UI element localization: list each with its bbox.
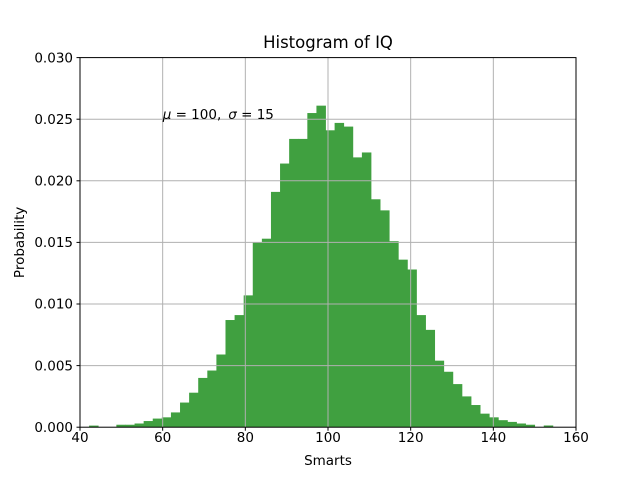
histogram-bar — [361, 152, 372, 428]
histogram-bar — [416, 315, 426, 428]
histogram-bar — [461, 396, 472, 428]
y-tick-label: 0.000 — [34, 420, 73, 436]
histogram-bar — [498, 420, 508, 428]
histogram-bar — [443, 371, 454, 428]
x-tick-label: 140 — [480, 430, 506, 446]
histogram-bar — [180, 402, 190, 428]
x-tick-label: 60 — [154, 430, 171, 446]
y-tick-label: 0.015 — [34, 235, 73, 251]
histogram-bar — [89, 425, 99, 428]
histogram-bar — [134, 423, 145, 428]
histogram-bar — [543, 425, 554, 428]
sigma-value: = 15 — [237, 107, 274, 123]
histogram-bar — [270, 191, 281, 428]
histogram-bar — [525, 424, 536, 428]
histogram-bar — [152, 418, 163, 428]
histogram-bar — [316, 105, 326, 428]
histogram-bar — [198, 377, 208, 428]
histogram-bar — [489, 417, 499, 428]
histogram-bar — [480, 413, 490, 428]
histogram-bar — [216, 354, 226, 428]
histogram-bar — [261, 238, 272, 428]
sigma-symbol: σ — [228, 107, 237, 123]
histogram-bar — [325, 130, 336, 428]
x-tick-label: 40 — [71, 430, 88, 446]
grid-lines — [80, 57, 576, 428]
histogram-bar — [471, 405, 481, 428]
histogram-bar — [352, 157, 363, 428]
x-tick-label: 120 — [398, 430, 424, 446]
histogram-bar — [407, 269, 417, 428]
histogram-bar — [243, 295, 254, 428]
y-tick-labels: 0.000 0.005 0.010 0.015 0.020 0.025 0.030 — [34, 50, 73, 436]
x-tick-label: 80 — [237, 430, 254, 446]
histogram-bar — [289, 138, 299, 428]
histogram-bars — [89, 105, 554, 428]
histogram-bar — [334, 122, 345, 428]
y-tick-label: 0.010 — [34, 297, 73, 313]
x-tick-labels: 40 60 80 100 120 140 160 — [71, 430, 588, 446]
y-axis-label: Probability — [12, 207, 28, 278]
histogram-bar — [380, 210, 390, 428]
y-tick-label: 0.020 — [34, 174, 73, 190]
histogram-bar — [370, 199, 381, 428]
histogram-bar — [225, 320, 235, 428]
histogram-bar — [298, 138, 308, 428]
y-tick-label: 0.005 — [34, 358, 73, 374]
histogram-bar — [452, 384, 463, 428]
x-axis-label: Smarts — [304, 453, 352, 469]
histogram-bar — [516, 423, 526, 428]
histogram-bar — [307, 113, 317, 428]
tick-marks — [76, 57, 577, 431]
histogram-bar — [434, 360, 445, 428]
histogram-bar — [189, 392, 199, 428]
chart-title: Histogram of IQ — [263, 33, 393, 52]
x-tick-label: 160 — [563, 430, 589, 446]
histogram-bar — [125, 424, 135, 428]
histogram-bar — [252, 242, 263, 428]
mu-value: = 100, — [171, 107, 221, 123]
y-tick-label: 0.030 — [34, 50, 73, 66]
histogram-bar — [207, 370, 217, 428]
histogram-bar — [116, 424, 126, 428]
histogram-bar — [234, 315, 245, 428]
histogram-bar — [389, 241, 399, 428]
histogram-bar — [507, 421, 517, 428]
histogram-bar — [398, 259, 408, 428]
histogram-bar — [425, 329, 436, 428]
histogram-bar — [343, 126, 354, 428]
y-tick-label: 0.025 — [34, 112, 73, 128]
histogram-bar — [161, 417, 172, 428]
histogram-bar — [143, 421, 154, 428]
x-tick-label: 100 — [315, 430, 341, 446]
histogram-bar — [170, 412, 181, 428]
distribution-annotation: μ = 100, σ = 15 — [162, 107, 274, 123]
histogram-bar — [280, 163, 290, 428]
mu-symbol: μ — [162, 107, 172, 123]
